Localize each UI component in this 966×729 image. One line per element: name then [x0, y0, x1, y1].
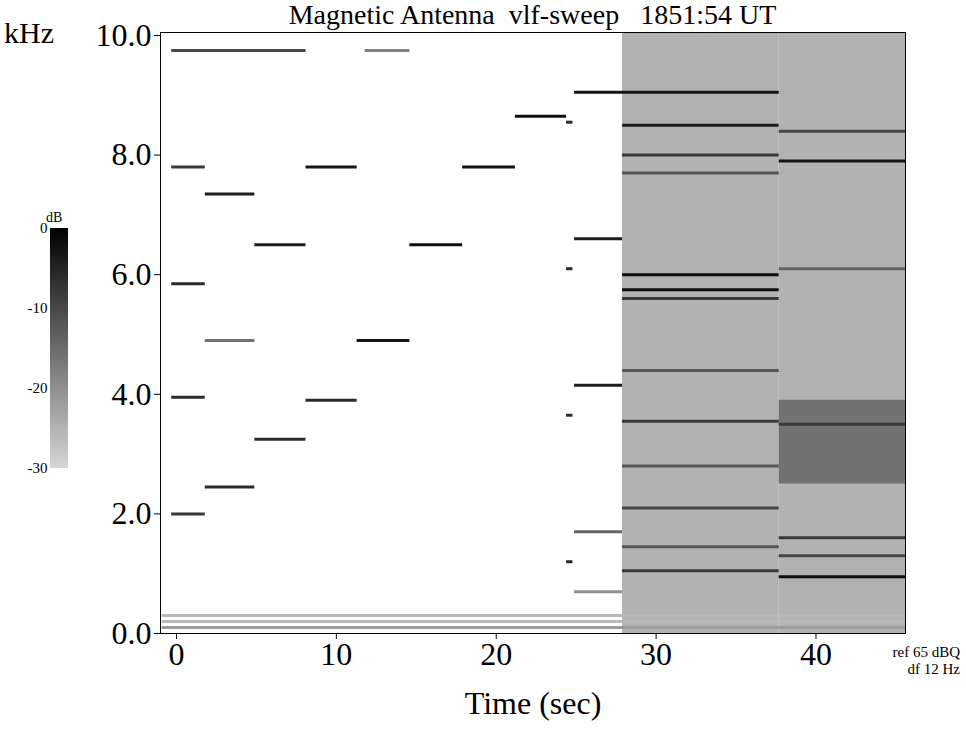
svg-text:10: 10 — [320, 636, 352, 672]
html-text:dB: dB — [46, 210, 63, 225]
svg-text:8.0: 8.0 — [112, 136, 152, 172]
html-text:kHz: kHz — [4, 16, 54, 49]
svg-text:-30: -30 — [28, 460, 48, 476]
svg-text:-20: -20 — [28, 380, 48, 396]
svg-text:0: 0 — [40, 220, 48, 237]
svg-text:0.0: 0.0 — [112, 615, 152, 651]
svg-text:Time (sec): Time (sec) — [465, 685, 602, 721]
html-text:df 12 Hz: df 12 Hz — [907, 661, 960, 677]
html-text:Magnetic Antenna vlf-sweep 185: Magnetic Antenna vlf-sweep 1851:54 UT — [288, 0, 777, 30]
svg-text:20: 20 — [480, 636, 512, 672]
svg-text:40: 40 — [800, 636, 832, 672]
svg-text:0: 0 — [168, 636, 184, 672]
html-text:ref 65 dBQ: ref 65 dBQ — [892, 644, 960, 660]
svg-text:-10: -10 — [28, 300, 48, 316]
svg-text:10.0: 10.0 — [96, 17, 152, 53]
svg-text:2.0: 2.0 — [112, 495, 152, 531]
svg-text:4.0: 4.0 — [112, 376, 152, 412]
svg-text:30: 30 — [640, 636, 672, 672]
svg-text:6.0: 6.0 — [112, 256, 152, 292]
